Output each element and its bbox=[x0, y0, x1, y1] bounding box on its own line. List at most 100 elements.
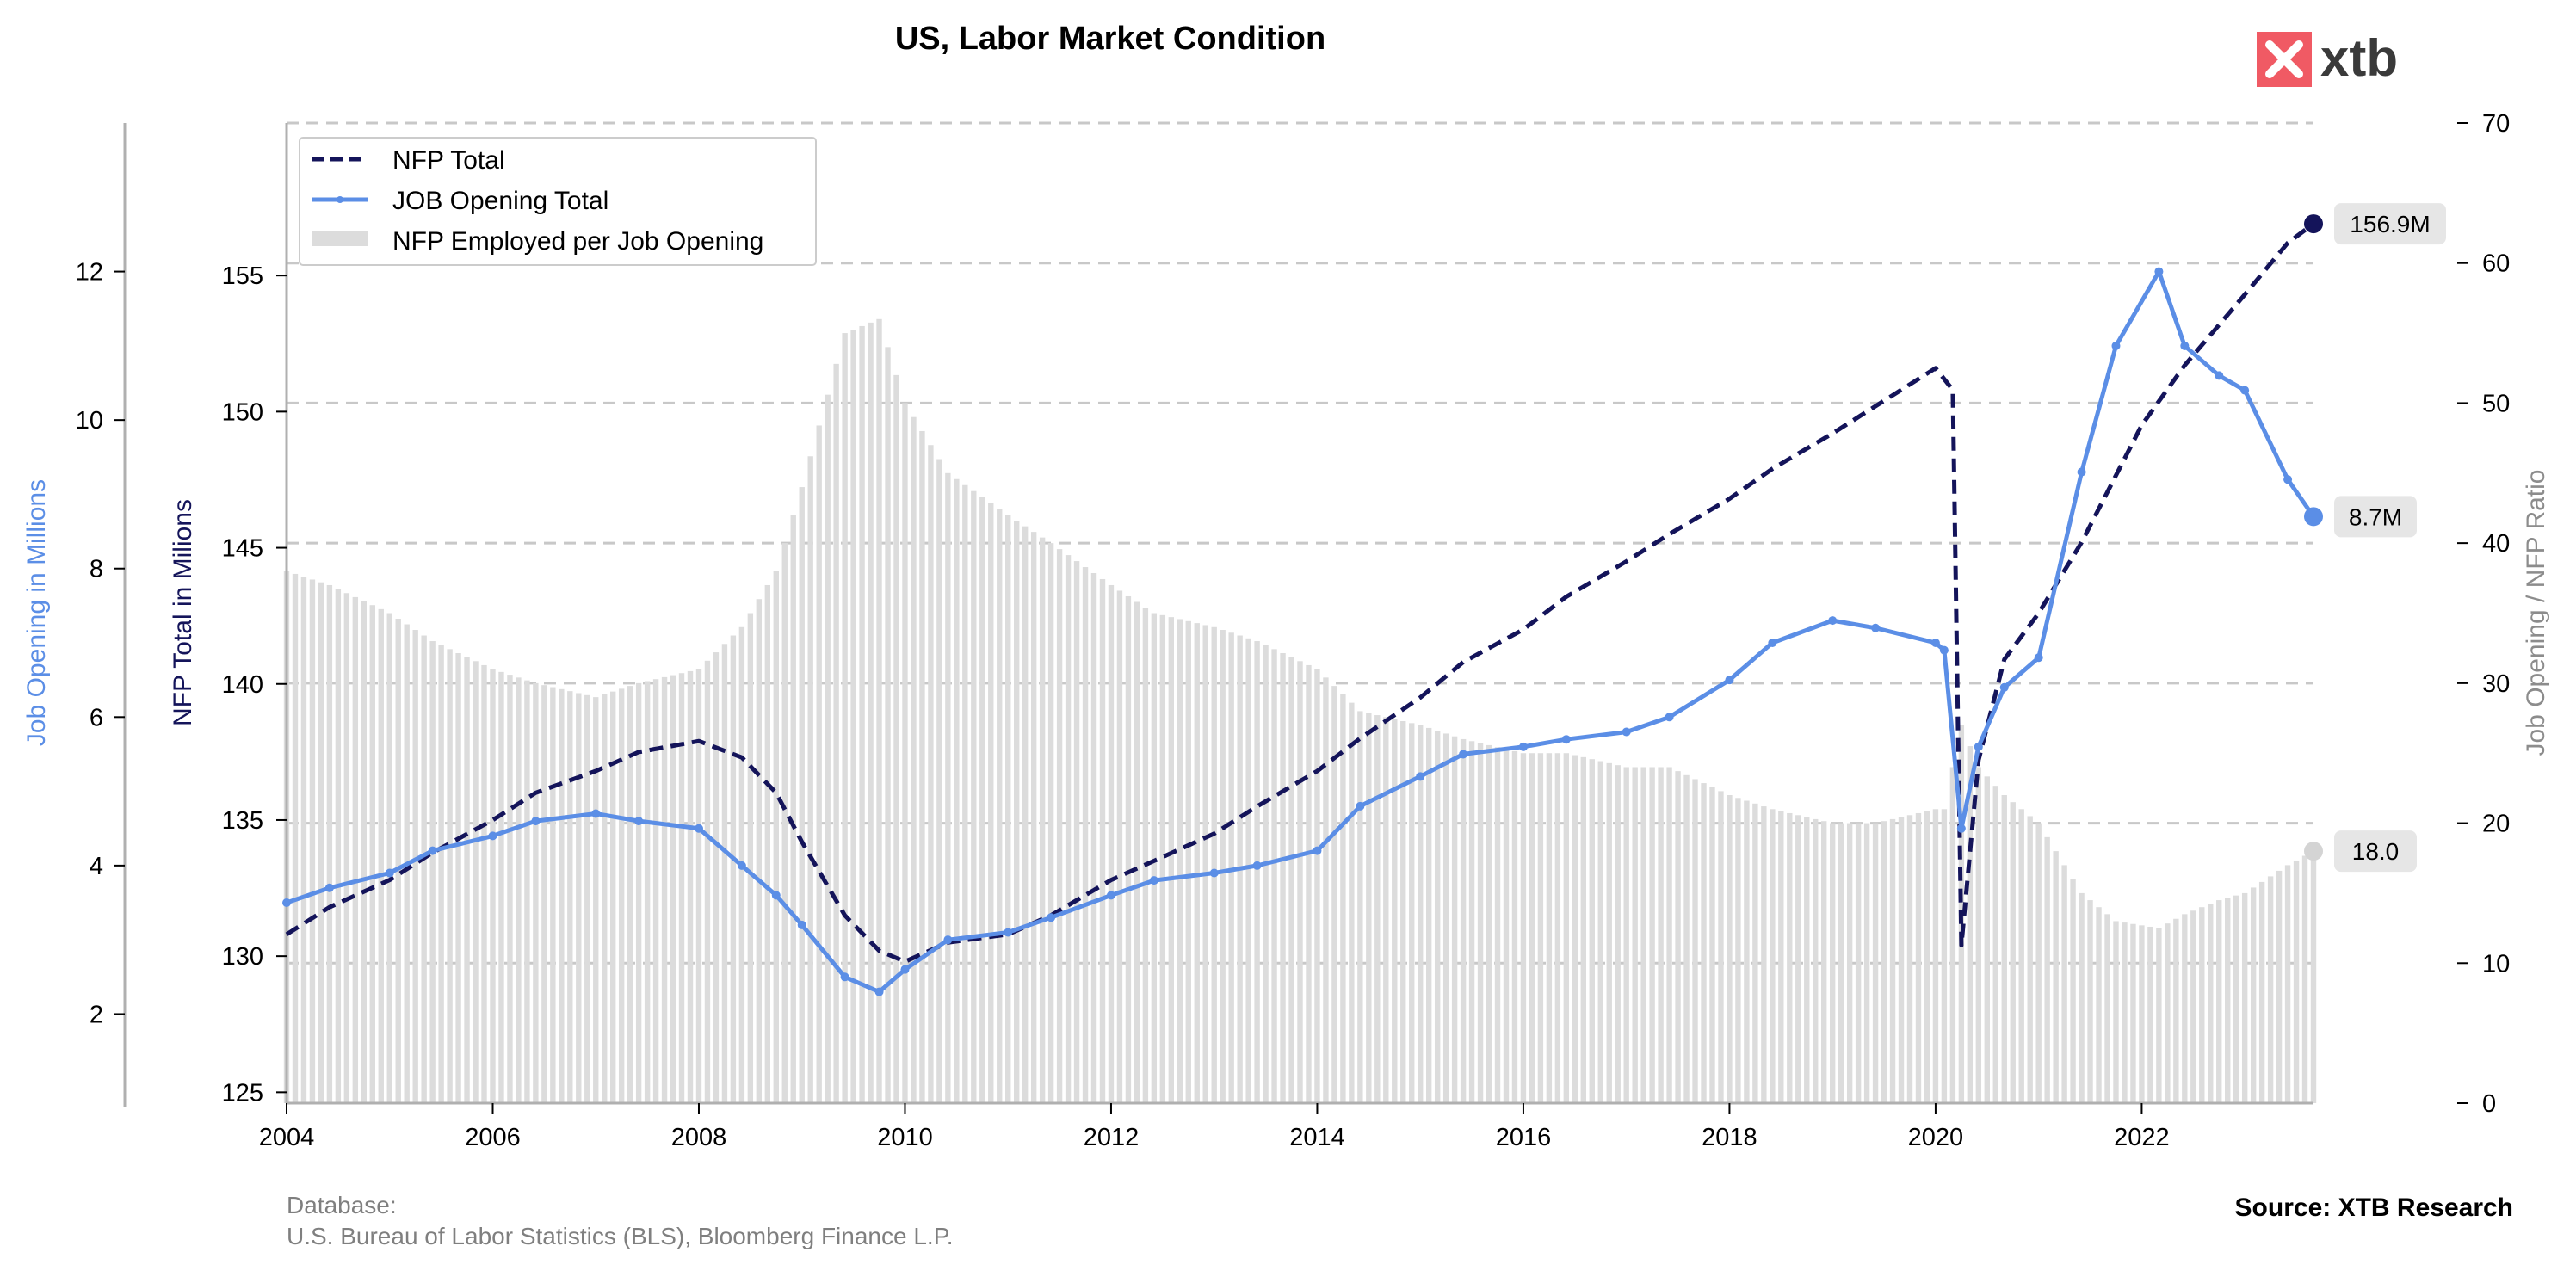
ratio-bar bbox=[1005, 515, 1011, 1103]
job-opening-point bbox=[1768, 638, 1777, 648]
right-tick-label: 20 bbox=[2482, 811, 2510, 838]
ratio-bar bbox=[1692, 779, 1698, 1103]
job-opening-point bbox=[1999, 682, 2009, 692]
legend-label-job: JOB Opening Total bbox=[392, 187, 608, 215]
series-lines bbox=[282, 222, 2318, 996]
ratio-bar bbox=[1889, 818, 1896, 1103]
ratio-bar bbox=[2267, 876, 2274, 1103]
right-tick-label: 40 bbox=[2482, 530, 2510, 558]
outer-left-axis-label: Job Opening in Millions bbox=[22, 479, 51, 746]
ratio-bar bbox=[1340, 694, 1346, 1103]
inner-left-tick-label: 130 bbox=[222, 943, 263, 971]
job-opening-line bbox=[286, 269, 2316, 995]
job-opening-point bbox=[1106, 891, 1115, 900]
ratio-bar bbox=[1073, 561, 1080, 1103]
ratio-bar bbox=[481, 664, 487, 1103]
ratio-bar bbox=[2258, 881, 2265, 1103]
ratio-bar bbox=[507, 675, 513, 1103]
ratio-bar bbox=[652, 679, 659, 1103]
ratio-bar bbox=[1014, 521, 1020, 1103]
ratio-bar bbox=[842, 333, 848, 1104]
ratio-bar bbox=[1675, 771, 1681, 1103]
ratio-bar bbox=[559, 688, 565, 1103]
ratio-bar bbox=[1425, 727, 1432, 1103]
job-opening-point bbox=[1561, 735, 1571, 744]
job-opening-point bbox=[797, 920, 806, 929]
inner-left-tick-label: 155 bbox=[222, 262, 263, 290]
ratio-bar bbox=[1615, 765, 1621, 1103]
ratio-bar bbox=[1992, 786, 1998, 1103]
ratio-bar bbox=[790, 515, 796, 1103]
ratio-bar bbox=[1623, 767, 1629, 1103]
ratio-bar bbox=[1306, 664, 1312, 1103]
ratio-bar bbox=[1554, 753, 1561, 1103]
ratio-bar bbox=[1366, 713, 1372, 1103]
ratio-bar bbox=[2010, 802, 2016, 1103]
ratio-bar bbox=[1898, 817, 1905, 1103]
ratio-bar bbox=[2284, 865, 2291, 1103]
ratio-bar bbox=[1125, 595, 1132, 1103]
job-opening-point bbox=[1930, 638, 1940, 648]
right-tick-label: 30 bbox=[2482, 670, 2510, 698]
ratio-bar bbox=[2001, 795, 2007, 1103]
ratio-bar bbox=[678, 673, 685, 1103]
job-opening-point bbox=[591, 809, 601, 818]
ratio-bar bbox=[1872, 823, 1879, 1103]
ratio-bar bbox=[1727, 795, 1733, 1103]
ratio-bar bbox=[343, 593, 350, 1103]
job-opening-point bbox=[874, 987, 884, 996]
ratio-bar bbox=[516, 677, 522, 1103]
job-opening-point bbox=[2215, 371, 2224, 380]
end-marker bbox=[2304, 842, 2323, 861]
ratio-bar bbox=[928, 445, 934, 1103]
ratio-bar bbox=[695, 669, 702, 1103]
ratio-bar bbox=[988, 503, 994, 1103]
ratio-bar bbox=[1211, 626, 1217, 1103]
ratio-bar bbox=[1795, 815, 1801, 1103]
ratio-bar bbox=[318, 582, 324, 1103]
ratio-bar bbox=[300, 577, 307, 1103]
ratio-bar bbox=[885, 347, 891, 1103]
job-opening-point bbox=[2240, 386, 2250, 395]
ratio-bar bbox=[1915, 812, 1922, 1103]
ratio-bar bbox=[997, 509, 1003, 1103]
ratio-bar bbox=[2104, 914, 2110, 1103]
job-opening-point bbox=[282, 898, 291, 908]
ratio-bar bbox=[1409, 723, 1415, 1103]
ratio-bar bbox=[1108, 584, 1115, 1103]
chart-title: US, Labor Market Condition bbox=[895, 21, 1325, 57]
outer-left-tick-label: 8 bbox=[90, 556, 103, 583]
inner-left-axis-label: NFP Total in Milions bbox=[169, 499, 197, 726]
x-tick-label: 2018 bbox=[1702, 1124, 1757, 1151]
job-opening-point bbox=[428, 846, 437, 855]
ratio-bar bbox=[1949, 767, 1956, 1103]
ratio-bar bbox=[1563, 753, 1570, 1103]
job-opening-point bbox=[1725, 676, 1734, 685]
ratio-bar bbox=[1349, 702, 1355, 1103]
inner-left-tick-label: 140 bbox=[222, 671, 263, 699]
ratio-bar bbox=[1220, 630, 1226, 1103]
ratio-bar bbox=[1168, 617, 1175, 1103]
ratio-bar bbox=[945, 472, 951, 1103]
ratio-bar bbox=[1142, 607, 1149, 1103]
ratio-bar bbox=[2301, 855, 2308, 1103]
ratio-bar bbox=[567, 691, 573, 1103]
ratio-bar bbox=[2139, 925, 2145, 1103]
ratio-bar bbox=[911, 416, 917, 1103]
ratio-bar bbox=[2182, 914, 2188, 1103]
ratio-bar bbox=[1813, 818, 1819, 1103]
job-opening-point bbox=[1356, 801, 1365, 811]
ratio-bar bbox=[2079, 892, 2085, 1103]
end-label-box bbox=[2334, 830, 2417, 873]
ratio-bar bbox=[1906, 815, 1913, 1103]
ratio-bar bbox=[1116, 590, 1123, 1103]
ratio-bar bbox=[876, 318, 882, 1103]
ratio-bar bbox=[1022, 526, 1029, 1103]
ratio-bar bbox=[429, 641, 436, 1103]
ratio-bar bbox=[2096, 907, 2102, 1103]
x-tick-label: 2008 bbox=[671, 1124, 727, 1151]
ratio-bar bbox=[833, 363, 839, 1104]
right-tick-label: 70 bbox=[2482, 110, 2510, 138]
outer-left-tick-label: 12 bbox=[76, 259, 103, 287]
ratio-bar bbox=[533, 682, 539, 1103]
